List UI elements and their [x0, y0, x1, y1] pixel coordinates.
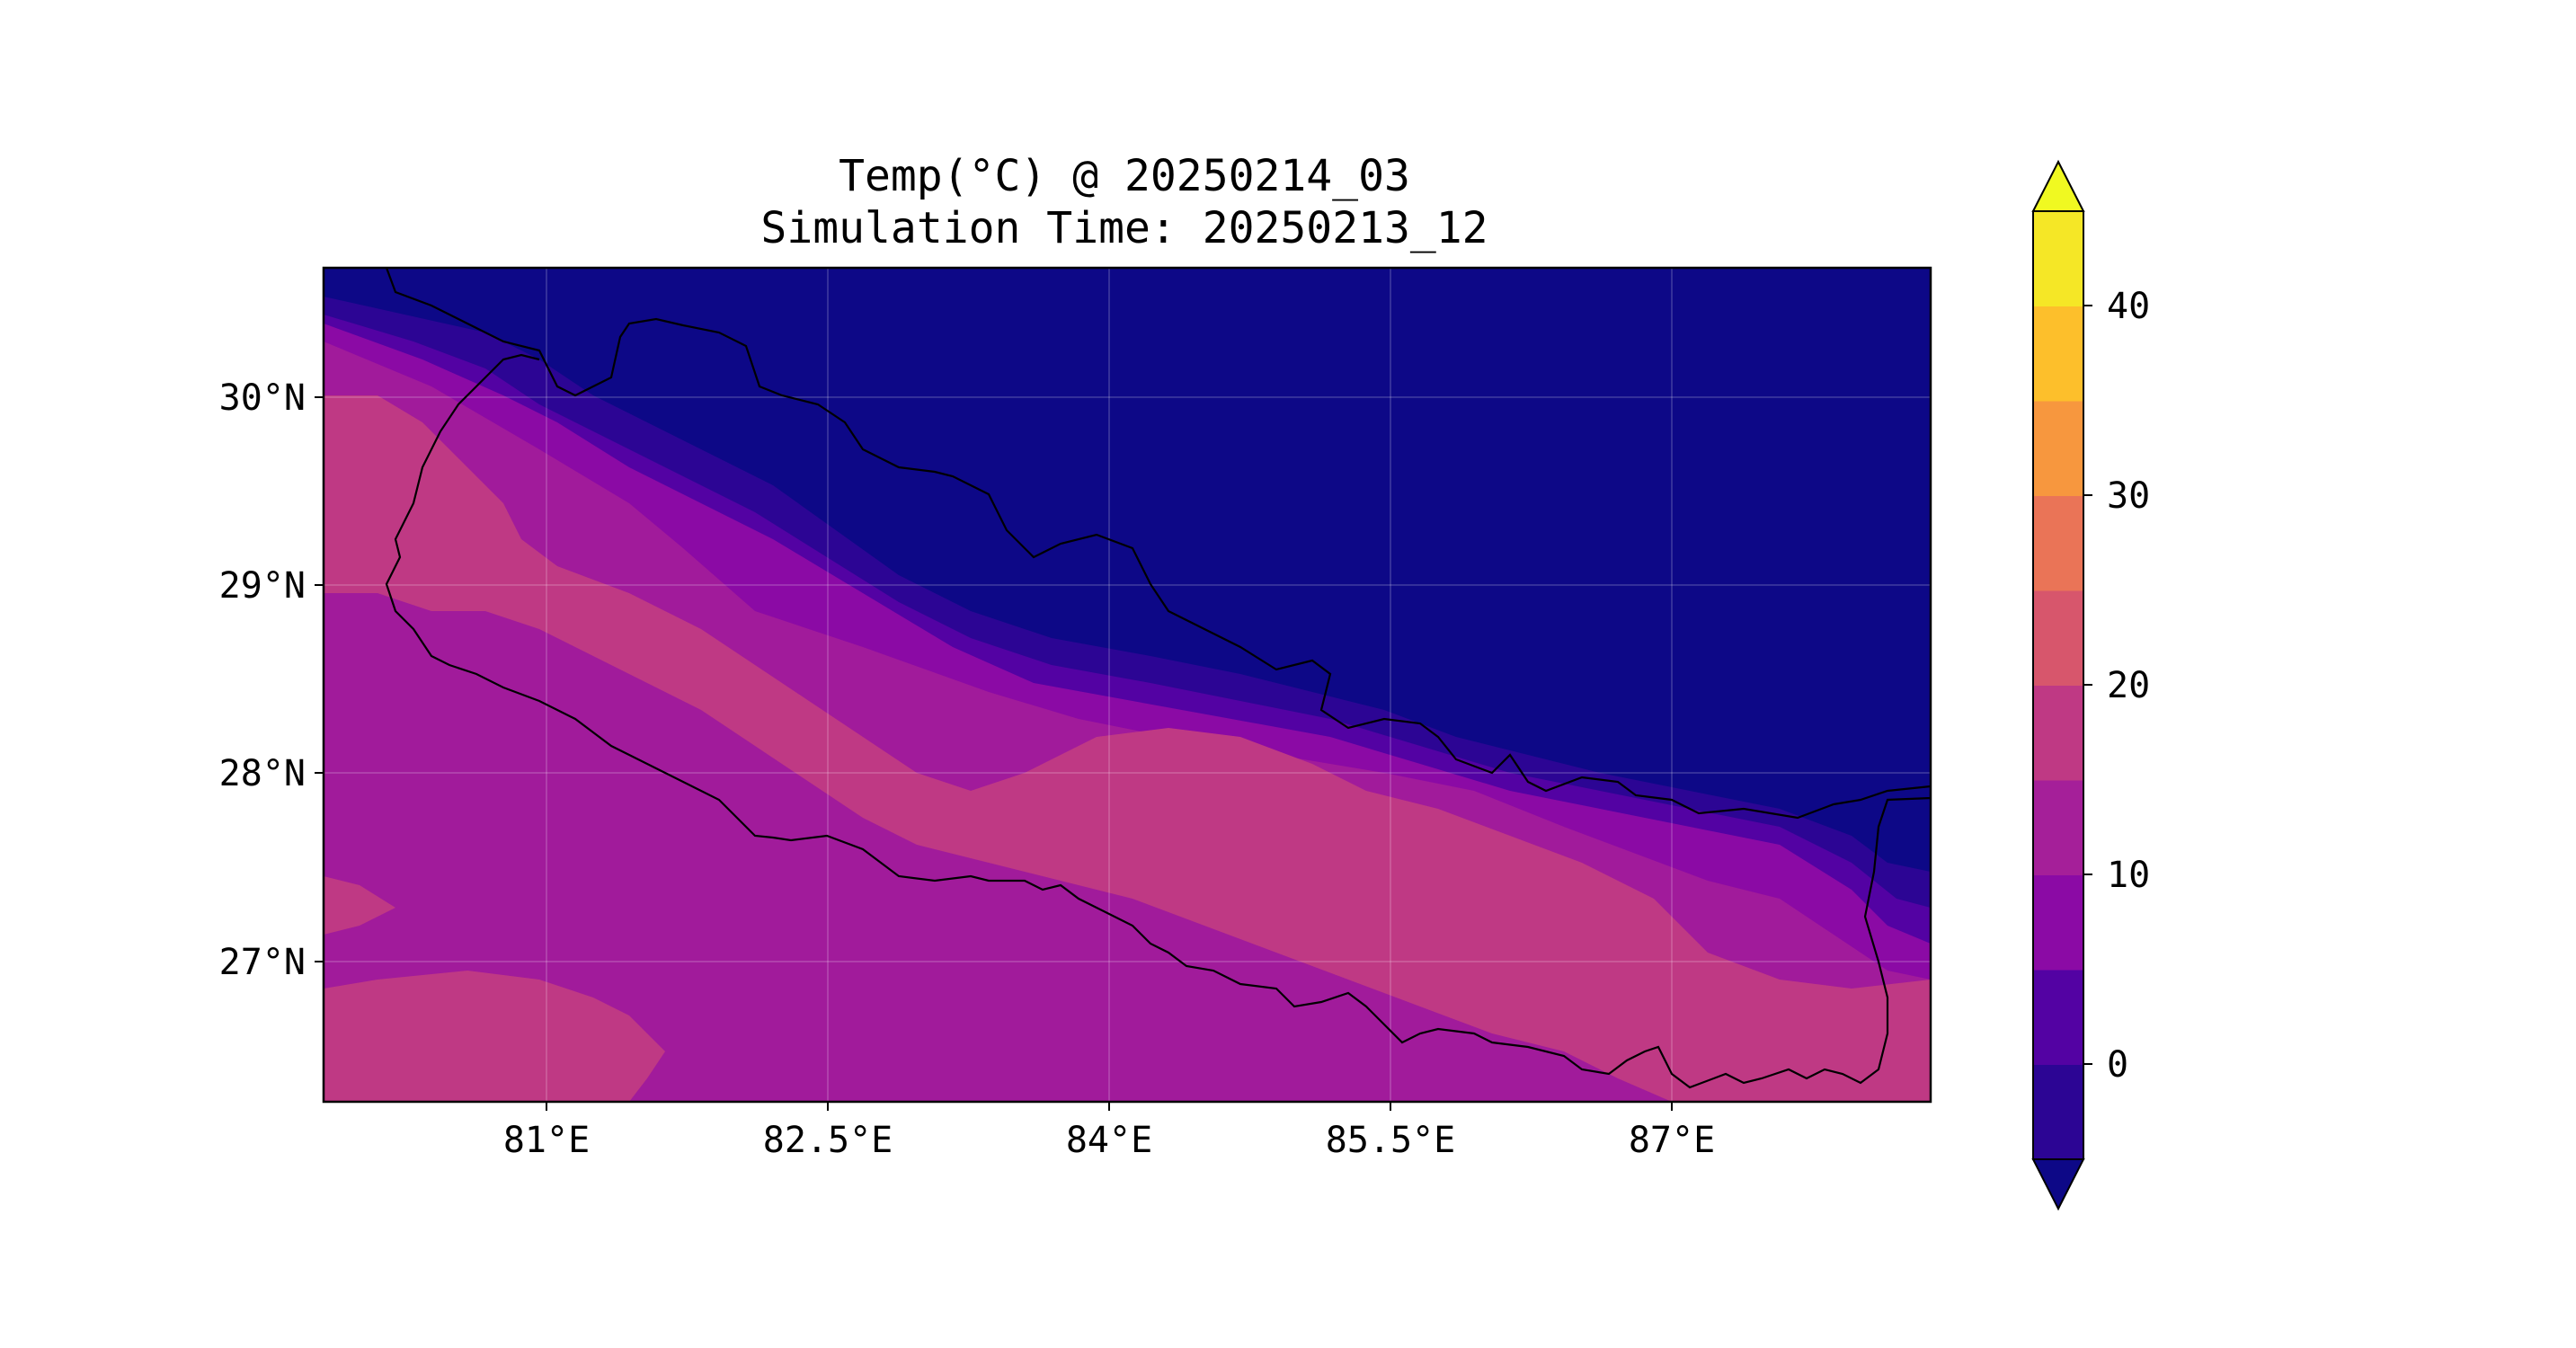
colorbar-extend-max	[2031, 159, 2085, 212]
lon-tick-label: 87°E	[1629, 1120, 1715, 1161]
colorbar-extend-min	[2031, 1158, 2085, 1211]
map-subtitle: Simulation Time: 20250213_12	[760, 203, 1488, 253]
map-title: Temp(°C) @ 20250214_03	[839, 151, 1410, 201]
colorbar-band	[2033, 590, 2083, 686]
lat-tick-label: 29°N	[219, 565, 306, 607]
gridlines	[324, 268, 1931, 1102]
field-band-15-20-ridge	[324, 395, 1931, 1102]
colorbar-tick-label: 20	[2107, 665, 2150, 706]
colorbar-tick-labels: 40 30 20 10 0	[2107, 286, 2150, 1086]
field-band-15-20-south	[324, 971, 665, 1102]
lon-tick-labels: 81°E 82.5°E 84°E 85.5°E 87°E	[503, 1120, 1715, 1161]
colorbar-band	[2033, 401, 2083, 496]
colorbar-band	[2033, 780, 2083, 875]
lon-tick-label: 81°E	[503, 1120, 590, 1161]
colorbar-tick-label: 30	[2107, 475, 2150, 517]
colorbar-band	[2033, 685, 2083, 781]
colorbar-tick-label: 10	[2107, 855, 2150, 896]
colorbar-tick-label: 0	[2107, 1044, 2128, 1086]
map-frame	[322, 266, 1932, 1104]
lon-tick-label: 84°E	[1066, 1120, 1152, 1161]
lat-tick-label: 27°N	[219, 942, 306, 983]
lon-tick-label: 85.5°E	[1326, 1120, 1456, 1161]
colorbar-band	[2033, 970, 2083, 1065]
axis-ticks	[315, 396, 1673, 1111]
field-band-15-20-west	[324, 876, 395, 935]
colorbar-bands	[2033, 211, 2083, 1160]
colorbar-band	[2033, 306, 2083, 402]
colorbar-ticks	[2083, 305, 2092, 1065]
country-border-outline	[385, 268, 1931, 1089]
lat-tick-labels: 30°N 29°N 28°N 27°N	[219, 377, 306, 983]
colorbar-band	[2033, 874, 2083, 971]
lat-tick-label: 30°N	[219, 377, 306, 419]
lat-tick-label: 28°N	[219, 753, 306, 794]
colorbar-band	[2033, 1064, 2083, 1160]
lon-tick-label: 82.5°E	[763, 1120, 893, 1161]
colorbar: 40 30 20 10 0	[2031, 159, 2150, 1211]
field-cold-region	[324, 268, 1931, 872]
temperature-field	[324, 268, 1931, 1102]
colorbar-tick-label: 40	[2107, 286, 2150, 327]
colorbar-band	[2033, 495, 2083, 591]
colorbar-band	[2033, 211, 2083, 306]
